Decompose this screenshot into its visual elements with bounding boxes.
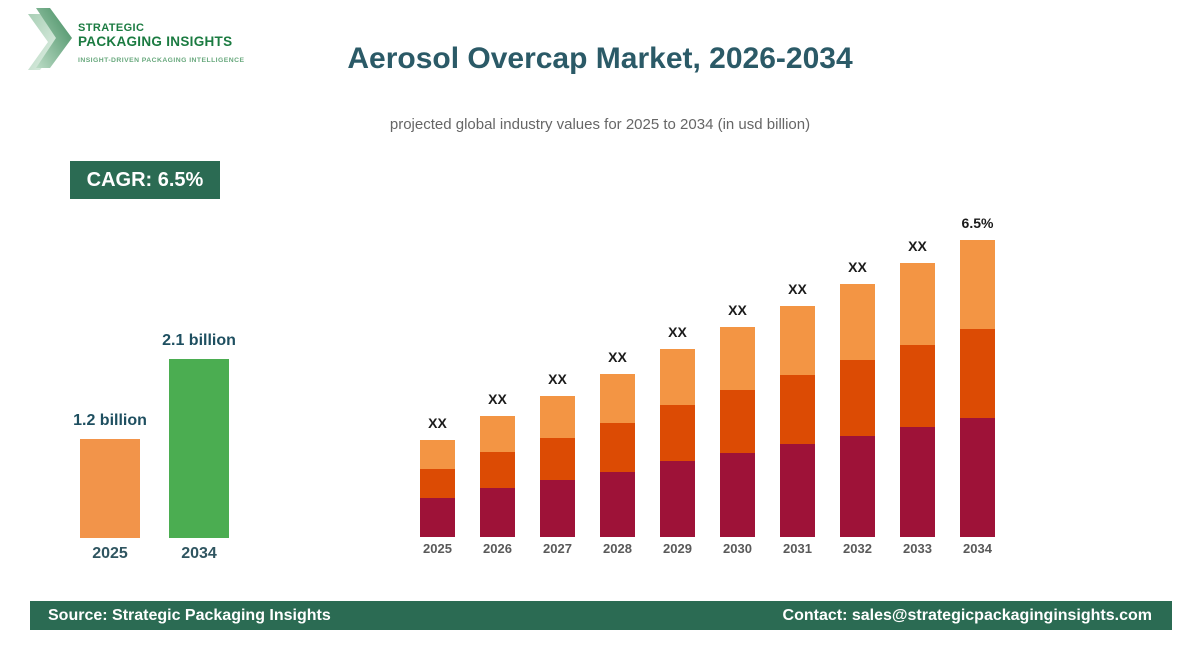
stacked-bar-value-label: XX xyxy=(788,281,807,297)
segment-bottom xyxy=(660,461,695,537)
segment-bottom xyxy=(540,480,575,537)
stacked-bar-2026 xyxy=(480,416,515,537)
footer-bar: Source: Strategic Packaging Insights Con… xyxy=(30,601,1172,630)
segment-top xyxy=(600,374,635,423)
segment-bottom xyxy=(780,444,815,537)
logo-tagline: INSIGHT-DRIVEN PACKAGING INTELLIGENCE xyxy=(78,57,245,64)
stacked-x-tick-label: 2027 xyxy=(543,541,572,556)
stacked-bar-value-label: XX xyxy=(668,324,687,340)
growth-x-tick-label: 2034 xyxy=(181,545,217,562)
stacked-bar-value-label: XX xyxy=(908,238,927,254)
segment-top xyxy=(960,240,995,329)
segment-bottom xyxy=(420,498,455,537)
stacked-x-tick-label: 2031 xyxy=(783,541,812,556)
growth-bar-2025 xyxy=(80,439,140,538)
segment-top xyxy=(420,440,455,469)
page-title: Aerosol Overcap Market, 2026-2034 xyxy=(347,42,853,75)
chevron-front-shape xyxy=(36,8,72,68)
growth-x-tick-label: 2025 xyxy=(92,545,128,562)
stacked-bar-2027 xyxy=(540,396,575,537)
segment-middle xyxy=(840,360,875,436)
segment-middle xyxy=(480,452,515,488)
segment-middle xyxy=(420,469,455,498)
segment-top xyxy=(660,349,695,405)
stacked-bar-value-label: XX xyxy=(488,391,507,407)
segment-middle xyxy=(720,390,755,453)
page-subtitle: projected global industry values for 202… xyxy=(389,116,811,133)
segment-top xyxy=(780,306,815,375)
stacked-bar-2031 xyxy=(780,306,815,537)
stacked-bar-2030 xyxy=(720,327,755,537)
stacked-bar-2029 xyxy=(660,349,695,537)
logo-title-line1: STRATEGIC xyxy=(78,22,145,34)
segment-top xyxy=(480,416,515,452)
stacked-x-tick-label: 2030 xyxy=(723,541,752,556)
segment-bottom xyxy=(720,453,755,537)
segment-middle xyxy=(540,438,575,480)
stacked-bar-value-label: XX xyxy=(548,371,567,387)
segment-bottom xyxy=(960,418,995,537)
segment-top xyxy=(900,263,935,345)
stacked-bar-2033 xyxy=(900,263,935,537)
segment-bottom xyxy=(480,488,515,537)
growth-bar-value-label: 1.2 billion xyxy=(73,412,147,429)
segment-middle xyxy=(960,329,995,418)
stacked-bar-value-label: XX xyxy=(848,259,867,275)
segment-middle xyxy=(780,375,815,444)
segment-bottom xyxy=(840,436,875,537)
segment-middle xyxy=(900,345,935,427)
brand-logo: STRATEGIC PACKAGING INSIGHTS INSIGHT-DRI… xyxy=(28,8,244,72)
stacked-x-tick-label: 2032 xyxy=(843,541,872,556)
stacked-x-tick-label: 2034 xyxy=(963,541,992,556)
stacked-x-tick-label: 2033 xyxy=(903,541,932,556)
cagr-badge: CAGR: 6.5% xyxy=(70,161,220,199)
stacked-bar-2028 xyxy=(600,374,635,537)
stacked-bar-value-label: XX xyxy=(428,415,447,431)
logo-title-line2: PACKAGING INSIGHTS xyxy=(78,34,233,49)
logo-text: STRATEGIC PACKAGING INSIGHTS INSIGHT-DRI… xyxy=(78,8,244,64)
stacked-x-tick-label: 2029 xyxy=(663,541,692,556)
stacked-bar-value-label: XX xyxy=(728,302,747,318)
segment-bottom xyxy=(600,472,635,537)
segment-top xyxy=(720,327,755,390)
segment-top xyxy=(840,284,875,360)
stacked-bar-2025 xyxy=(420,440,455,537)
stacked-bar-2034 xyxy=(960,240,995,537)
double-chevron-right-icon xyxy=(28,8,72,70)
segment-top xyxy=(540,396,575,438)
segment-middle xyxy=(600,423,635,472)
segment-middle xyxy=(660,405,695,461)
stacked-bar-value-label: XX xyxy=(608,349,627,365)
stacked-x-tick-label: 2026 xyxy=(483,541,512,556)
stacked-bar-2032 xyxy=(840,284,875,537)
growth-bar-2034 xyxy=(169,359,229,538)
contact-text: Contact: sales@strategicpackaginginsight… xyxy=(782,606,1152,624)
stacked-x-tick-label: 2025 xyxy=(423,541,452,556)
stacked-bar-value-label: 6.5% xyxy=(961,215,994,231)
source-text: Source: Strategic Packaging Insights xyxy=(48,606,331,624)
segment-bottom xyxy=(900,427,935,537)
growth-bar-value-label: 2.1 billion xyxy=(162,332,236,349)
stacked-x-tick-label: 2028 xyxy=(603,541,632,556)
